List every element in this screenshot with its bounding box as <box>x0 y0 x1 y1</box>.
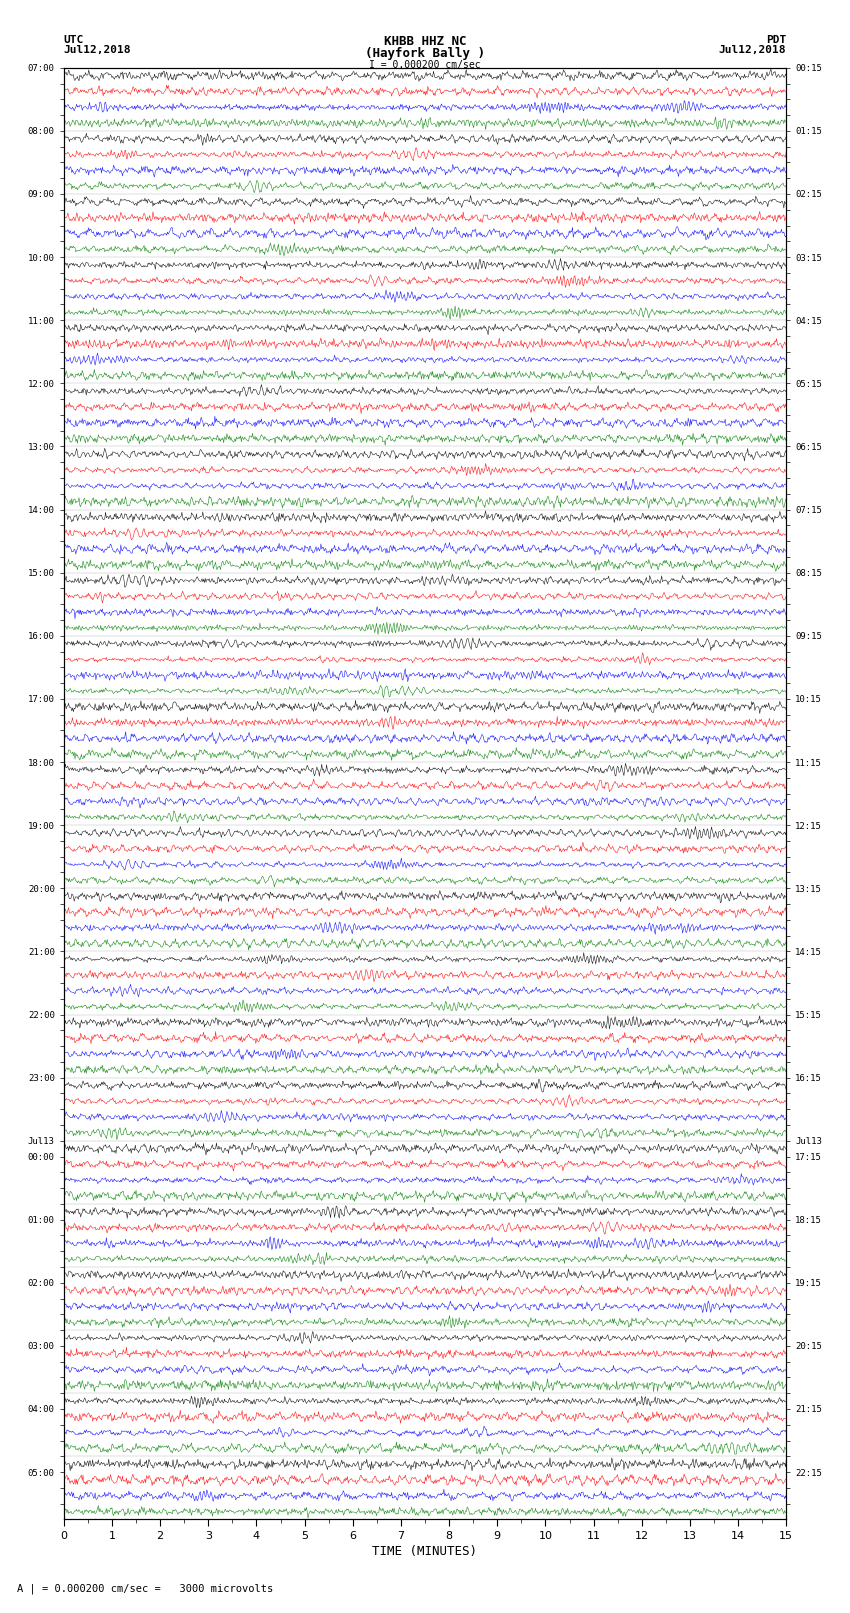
Text: I = 0.000200 cm/sec: I = 0.000200 cm/sec <box>369 60 481 69</box>
Text: Jul12,2018: Jul12,2018 <box>64 45 131 55</box>
Text: UTC: UTC <box>64 35 84 45</box>
Text: KHBB HHZ NC: KHBB HHZ NC <box>383 35 467 48</box>
Text: (Hayfork Bally ): (Hayfork Bally ) <box>365 47 485 60</box>
Text: A | = 0.000200 cm/sec =   3000 microvolts: A | = 0.000200 cm/sec = 3000 microvolts <box>17 1582 273 1594</box>
Text: Jul12,2018: Jul12,2018 <box>719 45 786 55</box>
X-axis label: TIME (MINUTES): TIME (MINUTES) <box>372 1545 478 1558</box>
Text: PDT: PDT <box>766 35 786 45</box>
